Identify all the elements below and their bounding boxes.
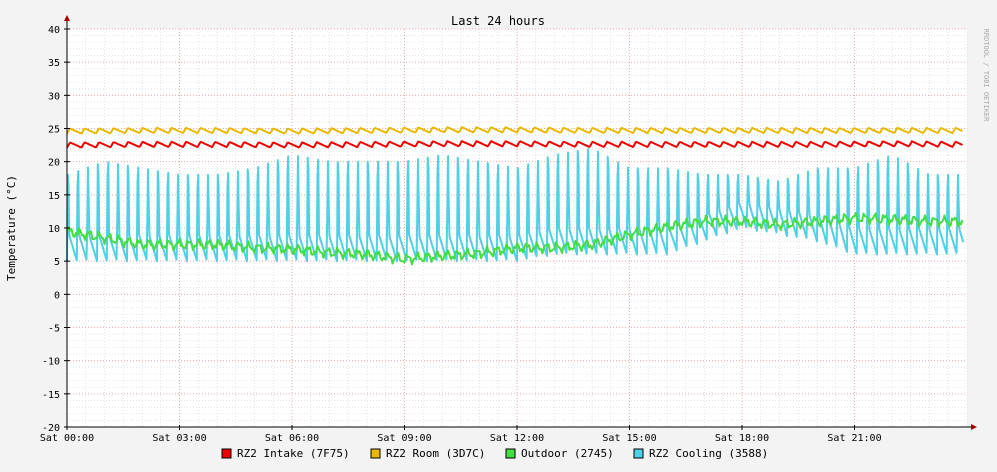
legend-swatch-rz2-cooling-3588 bbox=[633, 448, 644, 459]
y-tick-labels: 40 35 30 25 20 15 10 5 0 -5 -10 -15 -20 bbox=[42, 25, 60, 434]
series-line-rz2-room-3d7c bbox=[66, 126, 963, 135]
axes bbox=[64, 15, 977, 430]
chart-title: Last 24 hours bbox=[451, 14, 545, 28]
y-tick-label: 40 bbox=[48, 25, 60, 36]
y-tick-label: 0 bbox=[54, 290, 60, 301]
y-tick-label: -20 bbox=[42, 423, 60, 434]
y-tick-label: 5 bbox=[54, 257, 60, 268]
x-tick-label: Sat 09:00 bbox=[377, 433, 431, 444]
x-tick-label: Sat 06:00 bbox=[265, 433, 319, 444]
y-tick-label: 30 bbox=[48, 91, 60, 102]
legend-swatch-outdoor-2745 bbox=[505, 448, 516, 459]
legend-swatch-rz2-intake-7f75 bbox=[221, 448, 232, 459]
y-tick-label: -10 bbox=[42, 357, 60, 368]
y-tick-label: 20 bbox=[48, 158, 60, 169]
legend-label-rz2-cooling-3588: RZ2 Cooling (3588) bbox=[649, 447, 768, 460]
watermark-text: RRDTOOL / TOBI OETIKER bbox=[982, 29, 990, 123]
legend: RZ2 Intake (7F75) RZ2 Room (3D7C) Outdoor … bbox=[221, 447, 768, 460]
y-axis-arrow-icon bbox=[64, 15, 70, 21]
x-tick-labels: Sat 00:00 Sat 03:00 Sat 06:00 Sat 09:00 Sat … bbox=[40, 433, 882, 444]
y-tick-label: 15 bbox=[48, 191, 60, 202]
series-layer bbox=[66, 126, 965, 266]
x-tick-label: Sat 00:00 bbox=[40, 433, 94, 444]
x-tick-label: Sat 21:00 bbox=[827, 433, 881, 444]
series-line-rz2-intake-7f75 bbox=[66, 140, 963, 149]
x-tick-label: Sat 15:00 bbox=[602, 433, 656, 444]
legend-label-rz2-room-3d7c: RZ2 Room (3D7C) bbox=[386, 447, 485, 460]
legend-label-outdoor-2745: Outdoor (2745) bbox=[521, 447, 614, 460]
x-tick-label: Sat 18:00 bbox=[715, 433, 769, 444]
y-tick-label: -5 bbox=[48, 324, 60, 335]
y-tick-label: -15 bbox=[42, 390, 60, 401]
series-line-outdoor-2745 bbox=[66, 212, 964, 266]
x-tick-label: Sat 12:00 bbox=[490, 433, 544, 444]
legend-label-rz2-intake-7f75: RZ2 Intake (7F75) bbox=[237, 447, 350, 460]
y-tick-label: 35 bbox=[48, 58, 60, 69]
x-tick-label: Sat 03:00 bbox=[152, 433, 206, 444]
legend-swatch-rz2-room-3d7c bbox=[370, 448, 381, 459]
y-axis-label: Temperature (°C) bbox=[5, 175, 18, 281]
series-line-rz2-cooling-3588 bbox=[66, 148, 965, 263]
y-tick-label: 25 bbox=[48, 125, 60, 136]
x-axis-arrow-icon bbox=[971, 424, 977, 430]
y-tick-label: 10 bbox=[48, 224, 60, 235]
